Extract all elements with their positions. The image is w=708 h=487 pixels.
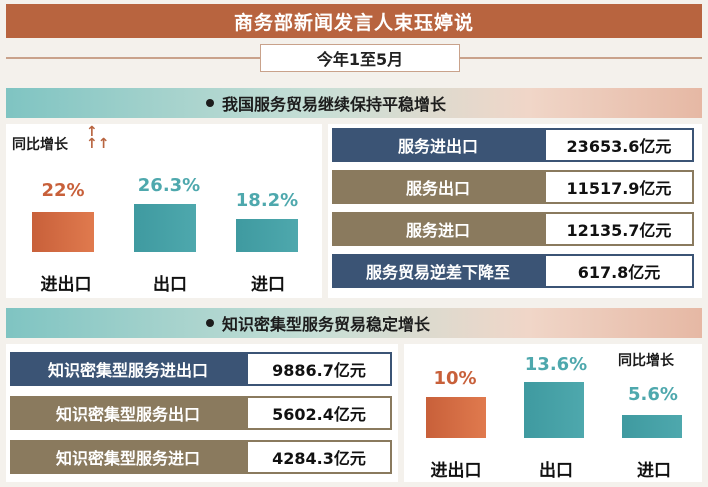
date-label: 今年1至5月 bbox=[260, 44, 460, 72]
row-label: 服务出口 bbox=[332, 170, 544, 204]
row-label: 服务进出口 bbox=[332, 128, 544, 162]
page-title: 商务部新闻发言人束珏婷说 bbox=[6, 4, 702, 38]
section2-heading: 知识密集型服务贸易稳定增长 bbox=[222, 315, 431, 334]
section1-bar-1 bbox=[134, 204, 196, 252]
growth-arrows-icon: ↑ ↑↑ bbox=[86, 124, 110, 152]
section2-cat-0: 进出口 bbox=[430, 461, 482, 481]
row-label: 知识密集型服务进出口 bbox=[10, 352, 246, 386]
section1-cat-0: 进出口 bbox=[40, 275, 92, 295]
row-value: 11517.9亿元 bbox=[544, 170, 694, 204]
bullet-icon bbox=[206, 319, 214, 327]
section1-pct-2: 18.2% bbox=[235, 190, 299, 211]
row-value: 12135.7亿元 bbox=[544, 212, 694, 246]
row-value: 23653.6亿元 bbox=[544, 128, 694, 162]
section2-cat-2: 进口 bbox=[637, 461, 671, 481]
section2-bar-0 bbox=[426, 397, 486, 438]
section1-row-3: 服务贸易逆差下降至 617.8亿元 bbox=[332, 254, 694, 288]
section1-cat-2: 进口 bbox=[251, 275, 285, 295]
section2-yoy-label: 同比增长 bbox=[618, 353, 674, 369]
section2-pct-0: 10% bbox=[433, 368, 477, 389]
row-value: 5602.4亿元 bbox=[246, 396, 392, 430]
section1-yoy-label: 同比增长 bbox=[12, 137, 68, 153]
section2-row-1: 知识密集型服务出口 5602.4亿元 bbox=[10, 396, 392, 430]
date-band: 今年1至5月 bbox=[6, 44, 702, 72]
section1-cat-1: 出口 bbox=[153, 275, 187, 295]
section1-pct-0: 22% bbox=[41, 180, 85, 201]
row-label: 服务贸易逆差下降至 bbox=[332, 254, 544, 288]
row-value: 9886.7亿元 bbox=[246, 352, 392, 386]
section2-pct-1: 13.6% bbox=[524, 354, 588, 375]
section2-bar-1 bbox=[524, 382, 584, 438]
section1-pct-1: 26.3% bbox=[137, 175, 201, 196]
row-value: 617.8亿元 bbox=[544, 254, 694, 288]
section2-bar-2 bbox=[622, 415, 682, 438]
row-label: 知识密集型服务进口 bbox=[10, 440, 246, 474]
section1-heading-bar: 我国服务贸易继续保持平稳增长 bbox=[6, 88, 702, 118]
section2-pct-2: 5.6% bbox=[628, 384, 678, 405]
bullet-icon bbox=[206, 99, 214, 107]
section2-row-0: 知识密集型服务进出口 9886.7亿元 bbox=[10, 352, 392, 386]
section1-row-1: 服务出口 11517.9亿元 bbox=[332, 170, 694, 204]
section1-bar-2 bbox=[236, 219, 298, 252]
row-label: 服务进口 bbox=[332, 212, 544, 246]
section1-row-2: 服务进口 12135.7亿元 bbox=[332, 212, 694, 246]
section1-row-0: 服务进出口 23653.6亿元 bbox=[332, 128, 694, 162]
row-value: 4284.3亿元 bbox=[246, 440, 392, 474]
section2-row-2: 知识密集型服务进口 4284.3亿元 bbox=[10, 440, 392, 474]
section2-cat-1: 出口 bbox=[539, 461, 573, 481]
section2-heading-bar: 知识密集型服务贸易稳定增长 bbox=[6, 308, 702, 338]
section1-bar-0 bbox=[32, 212, 94, 252]
row-label: 知识密集型服务出口 bbox=[10, 396, 246, 430]
section1-heading: 我国服务贸易继续保持平稳增长 bbox=[222, 95, 447, 114]
